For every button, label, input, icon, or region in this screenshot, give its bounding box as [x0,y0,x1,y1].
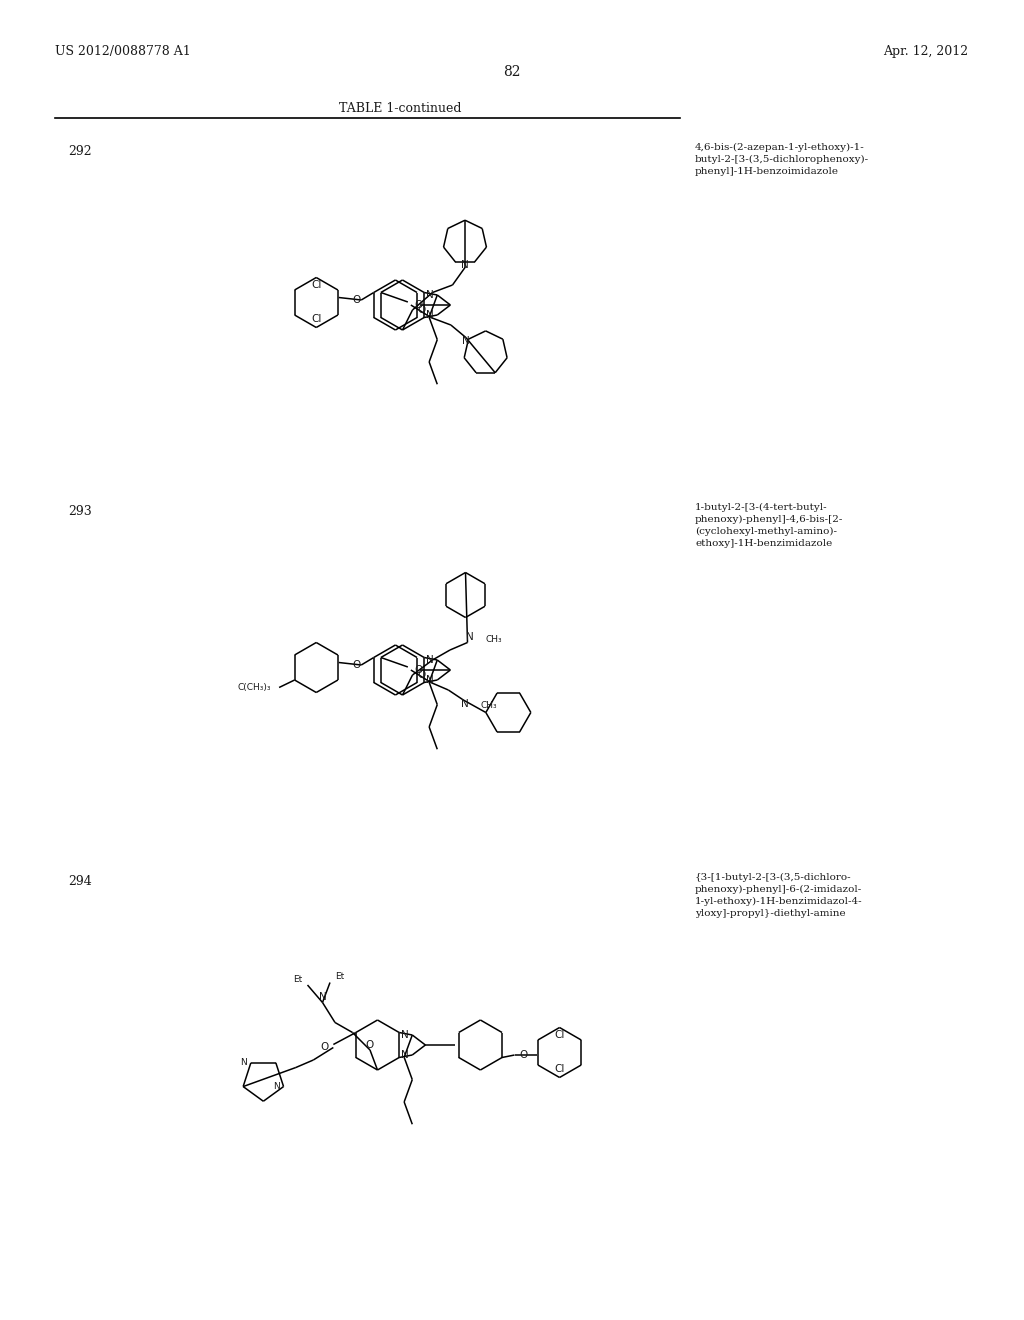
Text: N: N [400,1030,409,1040]
Text: Cl: Cl [554,1064,565,1074]
Text: CH₃: CH₃ [485,635,502,644]
Text: Apr. 12, 2012: Apr. 12, 2012 [883,45,968,58]
Text: N: N [461,260,469,269]
Text: N: N [318,993,327,1002]
Text: N: N [240,1059,247,1068]
Text: N: N [466,631,473,642]
Text: O: O [415,665,423,675]
Text: N: N [426,290,433,300]
Text: O: O [418,671,426,680]
Text: O: O [352,660,360,671]
Text: O: O [321,1043,329,1052]
Text: Cl: Cl [311,314,322,325]
Text: O: O [352,294,360,305]
Text: N: N [426,675,433,685]
Text: Et: Et [293,974,302,983]
Text: 293: 293 [68,506,92,517]
Text: 292: 292 [68,145,91,158]
Text: CH₃: CH₃ [481,701,498,710]
Text: O: O [519,1049,527,1060]
Text: O: O [415,300,423,310]
Text: 82: 82 [503,65,521,79]
Text: N: N [426,310,433,319]
Text: Cl: Cl [311,281,322,290]
Text: US 2012/0088778 A1: US 2012/0088778 A1 [55,45,190,58]
Text: Et: Et [335,972,344,981]
Text: N: N [426,655,433,665]
Text: 4,6-bis-(2-azepan-1-yl-ethoxy)-1-
butyl-2-[3-(3,5-dichlorophenoxy)-
phenyl]-1H-b: 4,6-bis-(2-azepan-1-yl-ethoxy)-1- butyl-… [695,143,869,176]
Text: N: N [462,335,470,346]
Text: {3-[1-butyl-2-[3-(3,5-dichloro-
phenoxy)-phenyl]-6-(2-imidazol-
1-yl-ethoxy)-1H-: {3-[1-butyl-2-[3-(3,5-dichloro- phenoxy)… [695,873,862,917]
Text: Cl: Cl [554,1031,565,1040]
Text: 1-butyl-2-[3-(4-tert-butyl-
phenoxy)-phenyl]-4,6-bis-[2-
(cyclohexyl-methyl-amin: 1-butyl-2-[3-(4-tert-butyl- phenoxy)-phe… [695,503,844,548]
Text: O: O [366,1040,374,1049]
Text: O: O [418,305,426,315]
Text: 294: 294 [68,875,92,888]
Text: TABLE 1-continued: TABLE 1-continued [339,102,461,115]
Text: N: N [400,1049,409,1060]
Text: N: N [272,1082,280,1092]
Text: C(CH₃)₃: C(CH₃)₃ [238,682,271,692]
Text: N: N [462,700,469,709]
